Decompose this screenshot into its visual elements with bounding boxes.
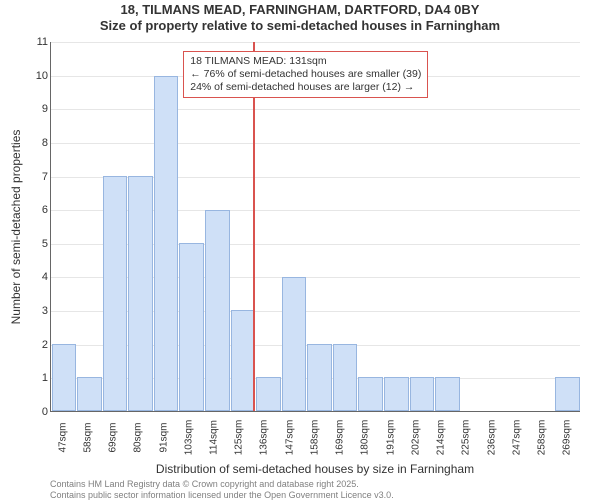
y-tick-label: 10 — [28, 70, 48, 82]
x-tick-label: 80sqm — [133, 422, 144, 452]
x-tick-label: 214sqm — [436, 420, 447, 456]
x-tick: 236sqm — [479, 414, 504, 462]
y-tick-label: 9 — [28, 103, 48, 115]
x-tick: 58sqm — [75, 414, 100, 462]
y-tick-label: 4 — [28, 271, 48, 283]
histogram-bar — [128, 176, 153, 411]
x-tick: 214sqm — [429, 414, 454, 462]
info-line-3: 24% of semi-detached houses are larger (… — [190, 81, 421, 94]
x-tick: 80sqm — [126, 414, 151, 462]
x-tick-label: 136sqm — [259, 420, 270, 456]
info-line-2: ← 76% of semi-detached houses are smalle… — [190, 68, 421, 81]
x-tick-label: 247sqm — [511, 420, 522, 456]
y-tick-label: 0 — [28, 406, 48, 418]
x-tick: 169sqm — [328, 414, 353, 462]
histogram-bar — [103, 176, 128, 411]
histogram-bar — [435, 377, 460, 411]
x-tick: 269sqm — [555, 414, 580, 462]
x-tick-label: 269sqm — [562, 420, 573, 456]
x-tick: 180sqm — [353, 414, 378, 462]
x-tick: 158sqm — [302, 414, 327, 462]
x-tick-label: 69sqm — [108, 422, 119, 452]
x-tick: 225sqm — [454, 414, 479, 462]
x-tick-label: 47sqm — [57, 422, 68, 452]
footer-attribution: Contains HM Land Registry data © Crown c… — [50, 479, 394, 500]
info-callout-box: 18 TILMANS MEAD: 131sqm ← 76% of semi-de… — [183, 51, 428, 98]
y-tick-label: 8 — [28, 137, 48, 149]
histogram-bar — [307, 344, 332, 411]
x-tick-label: 258sqm — [537, 420, 548, 456]
histogram-bar — [358, 377, 383, 411]
x-tick: 202sqm — [403, 414, 428, 462]
histogram-bar — [179, 243, 204, 411]
x-tick-label: 125sqm — [234, 420, 245, 456]
x-axis-label: Distribution of semi-detached houses by … — [50, 462, 580, 476]
x-tick: 69sqm — [100, 414, 125, 462]
info-line-1: 18 TILMANS MEAD: 131sqm — [190, 55, 421, 68]
y-tick-label: 2 — [28, 339, 48, 351]
x-tick: 125sqm — [227, 414, 252, 462]
x-tick-label: 58sqm — [82, 422, 93, 452]
x-tick: 47sqm — [50, 414, 75, 462]
page-title: 18, TILMANS MEAD, FARNINGHAM, DARTFORD, … — [0, 2, 600, 17]
footer-line-1: Contains HM Land Registry data © Crown c… — [50, 479, 394, 489]
x-tick: 147sqm — [277, 414, 302, 462]
x-tick: 191sqm — [378, 414, 403, 462]
x-tick: 258sqm — [529, 414, 554, 462]
y-axis-label: Number of semi-detached properties — [9, 130, 23, 325]
histogram-bar — [256, 377, 281, 411]
x-tick-label: 225sqm — [461, 420, 472, 456]
y-tick-label: 11 — [28, 36, 48, 48]
x-tick: 247sqm — [504, 414, 529, 462]
histogram-bar — [77, 377, 102, 411]
y-tick-label: 5 — [28, 238, 48, 250]
page-subtitle: Size of property relative to semi-detach… — [0, 18, 600, 33]
x-tick: 136sqm — [252, 414, 277, 462]
histogram-bar — [205, 210, 230, 411]
x-tick: 91sqm — [151, 414, 176, 462]
histogram-bar — [410, 377, 435, 411]
x-tick-label: 91sqm — [158, 422, 169, 452]
y-tick-label: 1 — [28, 372, 48, 384]
x-tick: 114sqm — [201, 414, 226, 462]
footer-line-2: Contains public sector information licen… — [50, 490, 394, 500]
x-tick-label: 169sqm — [335, 420, 346, 456]
x-tick-label: 180sqm — [360, 420, 371, 456]
x-tick-label: 103sqm — [183, 420, 194, 456]
chart-plot-area: 18 TILMANS MEAD: 131sqm ← 76% of semi-de… — [50, 42, 580, 412]
histogram-bar — [231, 310, 256, 411]
histogram-bar — [52, 344, 77, 411]
y-tick-label: 7 — [28, 171, 48, 183]
histogram-bar — [555, 377, 580, 411]
x-tick-label: 147sqm — [284, 420, 295, 456]
x-tick-label: 236sqm — [486, 420, 497, 456]
y-tick-label: 3 — [28, 305, 48, 317]
histogram-bar — [333, 344, 358, 411]
histogram-bar — [384, 377, 409, 411]
y-tick-label: 6 — [28, 204, 48, 216]
x-tick-label: 158sqm — [309, 420, 320, 456]
histogram-bar — [282, 277, 307, 411]
x-tick: 103sqm — [176, 414, 201, 462]
x-tick-label: 114sqm — [209, 420, 220, 455]
histogram-bar — [154, 76, 179, 411]
x-tick-label: 191sqm — [385, 420, 396, 456]
x-axis-ticks: 47sqm 58sqm 69sqm 80sqm 91sqm 103sqm 114sqm 125… — [50, 414, 580, 462]
x-tick-label: 202sqm — [410, 420, 421, 456]
